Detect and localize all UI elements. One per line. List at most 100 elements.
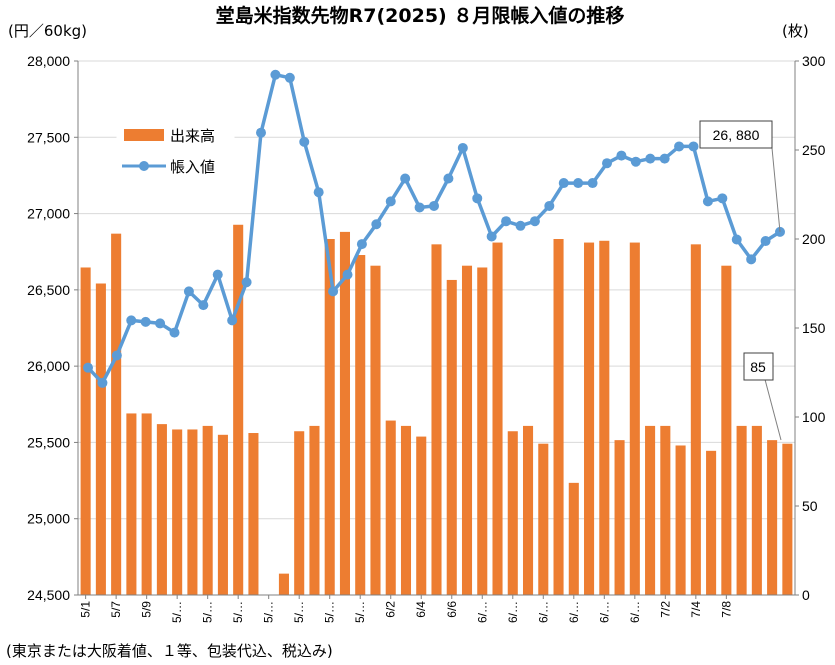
volume-bar xyxy=(400,425,412,595)
volume-bar xyxy=(507,431,518,595)
left-axis-unit: (円／60kg) xyxy=(8,22,87,40)
x-tick-label: 6/… xyxy=(597,601,611,623)
volume-bar xyxy=(675,445,686,595)
x-tick-label: 6/… xyxy=(536,601,550,623)
settlement-point xyxy=(400,173,411,184)
settlement-point xyxy=(573,178,584,189)
x-tick-label: 6/… xyxy=(475,601,489,623)
settlement-point xyxy=(746,254,757,265)
volume-bar xyxy=(370,265,381,595)
x-tick-label: 7/4 xyxy=(689,601,703,618)
plot-frame xyxy=(74,60,799,599)
settlement-point xyxy=(616,150,627,161)
settlement-point xyxy=(126,315,137,326)
volume-bar xyxy=(233,224,244,595)
settlement-point xyxy=(140,316,151,327)
settlement-point xyxy=(529,216,540,227)
volume-bar xyxy=(706,450,717,595)
legend: 出来高 帳入値 xyxy=(116,115,235,183)
volume-bar xyxy=(736,425,747,595)
x-tick-label: 6/… xyxy=(628,601,642,623)
settlement-point xyxy=(155,318,166,329)
callout-last-volume-text: 85 xyxy=(750,359,766,375)
volume-bar xyxy=(248,433,259,595)
right-y-tick-label: 150 xyxy=(802,320,826,336)
volume-bar xyxy=(751,425,762,595)
settlement-point xyxy=(83,362,93,373)
settlement-point xyxy=(313,187,324,198)
volume-bar xyxy=(187,429,198,595)
settlement-point xyxy=(429,200,439,211)
settlement-point xyxy=(515,220,526,231)
right-y-tick-label: 0 xyxy=(802,587,810,603)
settlement-point xyxy=(212,269,223,280)
volume-bar xyxy=(461,265,473,595)
legend-bar-label: 出来高 xyxy=(170,127,215,145)
volume-bar xyxy=(339,231,351,595)
volume-bar xyxy=(538,443,549,595)
volume-bar xyxy=(355,255,366,595)
settlement-point xyxy=(414,202,425,213)
settlement-point xyxy=(630,156,641,167)
volume-bar xyxy=(477,267,488,595)
right-y-tick-label: 200 xyxy=(802,231,826,247)
volume-bar xyxy=(385,420,396,595)
x-tick-label: 5/… xyxy=(231,601,245,623)
volume-bar xyxy=(156,424,167,595)
volume-bar xyxy=(645,425,656,595)
settlement-point xyxy=(587,178,598,189)
callout-last-price-text: 26, 880 xyxy=(713,127,760,143)
settlement-point xyxy=(760,236,771,247)
x-tick-label: 7/2 xyxy=(658,601,672,618)
x-tick-label: 5/… xyxy=(292,601,306,623)
callout-last-price-leader xyxy=(771,147,781,232)
settlement-point xyxy=(457,142,468,153)
settlement-point xyxy=(443,173,454,184)
settlement-point xyxy=(284,72,295,83)
volume-bar xyxy=(629,242,640,595)
left-y-tick-label: 27,000 xyxy=(27,206,70,222)
volume-bar xyxy=(568,482,579,595)
settlement-point xyxy=(558,178,569,189)
settlement-point xyxy=(183,286,194,297)
x-tick-label: 6/… xyxy=(506,601,520,623)
right-y-tick-label: 300 xyxy=(802,53,826,69)
settlement-point xyxy=(342,269,353,280)
settlement-point xyxy=(472,193,483,204)
left-y-tick-label: 26,000 xyxy=(27,358,70,374)
settlement-point xyxy=(241,277,252,288)
settlement-point xyxy=(256,127,266,138)
settlement-point xyxy=(356,239,367,250)
footnote: (東京または大阪着値、１等、包装代込、税込み) xyxy=(6,642,333,660)
settlement-point xyxy=(198,300,209,311)
volume-bar xyxy=(599,240,610,595)
left-y-tick-label: 28,000 xyxy=(27,53,70,69)
left-y-tick-label: 26,500 xyxy=(27,282,70,298)
x-tick-label: 5/… xyxy=(262,601,276,623)
callout-last-volume: 85 xyxy=(743,352,782,441)
x-tick-label: 6/6 xyxy=(445,601,459,618)
volume-bar xyxy=(721,265,732,595)
right-y-tick-label: 100 xyxy=(802,409,826,425)
volume-bars xyxy=(80,224,793,595)
settlement-point xyxy=(97,377,108,388)
volume-bar xyxy=(141,413,152,595)
left-y-tick-label: 27,500 xyxy=(27,129,70,145)
settlement-point xyxy=(385,196,396,207)
settlement-line xyxy=(83,69,785,388)
x-tick-label: 5/1 xyxy=(79,601,93,618)
legend-line-marker xyxy=(139,161,149,171)
volume-bar xyxy=(492,242,503,595)
volume-bar xyxy=(416,436,427,595)
x-tick-label: 5/9 xyxy=(140,601,154,618)
settlement-point xyxy=(328,286,339,297)
volume-bar xyxy=(584,242,595,595)
chart-title: 堂島米指数先物R7(2025) ８月限帳入値の推移 xyxy=(216,4,625,27)
x-tick-label: 6/2 xyxy=(384,601,398,618)
volume-bar xyxy=(660,425,671,595)
settlement-point xyxy=(731,234,742,245)
left-y-tick-label: 24,500 xyxy=(27,587,70,603)
settlement-point xyxy=(674,141,685,152)
left-y-tick-label: 25,500 xyxy=(27,434,70,450)
